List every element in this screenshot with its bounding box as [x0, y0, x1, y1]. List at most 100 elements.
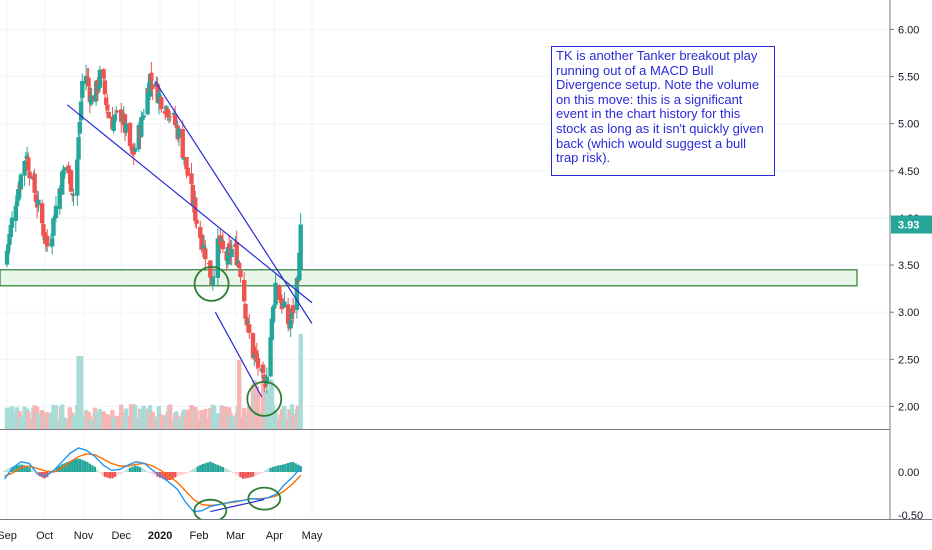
- candle-body: [264, 376, 270, 384]
- candle-body: [199, 234, 204, 250]
- macd-histogram-bar: [93, 466, 97, 472]
- volume-bar: [290, 414, 296, 430]
- volume-bar: [229, 416, 234, 430]
- macd-histogram-bar: [199, 465, 202, 472]
- trendline: [154, 80, 313, 324]
- macd-histogram-bar: [224, 468, 227, 472]
- candle-body: [225, 246, 231, 265]
- price-circle: [193, 266, 230, 302]
- candle-body: [238, 270, 243, 278]
- macd-histogram-bar: [264, 470, 267, 472]
- macd-histogram-bar: [113, 472, 117, 478]
- candle-body: [269, 318, 275, 340]
- candle-body: [260, 364, 266, 373]
- macd-histogram-bar: [279, 465, 282, 472]
- last-price-badge: [891, 215, 932, 234]
- volume-bars: [4, 334, 303, 430]
- candle-body: [215, 238, 221, 278]
- time-tick-label: Nov: [74, 530, 94, 542]
- macd-histogram-bar: [121, 472, 124, 473]
- macd-histogram-bar: [271, 466, 275, 472]
- macd-histogram-bar: [43, 472, 46, 479]
- macd-histogram-bar: [86, 462, 89, 472]
- time-tick-label: Apr: [266, 530, 283, 542]
- candle-body: [119, 109, 124, 122]
- macd-histogram-bar: [204, 463, 207, 472]
- candle-body: [172, 114, 178, 126]
- macd-circle: [247, 486, 282, 511]
- candle-body: [103, 97, 109, 105]
- volume-bar: [78, 356, 84, 430]
- candle-body: [42, 232, 47, 240]
- macd-histogram-bar: [254, 472, 257, 476]
- price-tick-label: 3.50: [898, 260, 919, 272]
- macd-histogram-bar: [128, 467, 132, 472]
- macd-histogram-bar: [153, 472, 157, 476]
- macd-histogram-bar: [281, 464, 285, 472]
- candle-body: [44, 235, 50, 247]
- candle-body: [101, 69, 106, 79]
- price-tick-label: 2.00: [898, 401, 919, 413]
- candle-body: [140, 117, 145, 120]
- macd-histogram-bar: [158, 472, 162, 478]
- macd-histogram-bar: [261, 472, 265, 473]
- macd-histogram-bar: [8, 468, 11, 472]
- macd-histogram-bar: [256, 472, 260, 476]
- volume-bar: [62, 418, 67, 430]
- macd-histogram-bar: [181, 472, 184, 475]
- candle-body: [8, 225, 13, 238]
- macd-histogram-bar: [229, 470, 232, 472]
- candle-body: [203, 248, 208, 260]
- candle-body: [6, 244, 11, 251]
- candle-body: [253, 350, 258, 355]
- candle-body: [16, 188, 21, 201]
- candle-body: [268, 337, 273, 377]
- macd-histogram-bar: [179, 472, 182, 476]
- candle-body: [270, 306, 276, 323]
- candle-body: [162, 111, 168, 115]
- candle-body: [78, 101, 84, 121]
- macd-histogram-bar: [173, 472, 177, 478]
- price-tick-label: 6.00: [898, 24, 919, 36]
- candle-body: [245, 321, 251, 323]
- volume-bar: [97, 409, 103, 430]
- time-tick-label: 2020: [148, 530, 172, 542]
- time-axis-bg: [0, 519, 932, 550]
- volume-bar: [141, 405, 147, 430]
- macd-line: [3, 447, 302, 513]
- candle-body: [263, 383, 268, 387]
- candle-body: [184, 157, 189, 170]
- macd-histogram-bar: [214, 463, 217, 472]
- macd-histogram-bar: [66, 462, 69, 472]
- candle-body: [226, 243, 232, 248]
- macd-histogram-bar: [216, 464, 220, 472]
- candle-body: [189, 173, 194, 185]
- candle-body: [198, 226, 203, 238]
- candle-body: [62, 167, 67, 171]
- macd-histogram-bar: [209, 461, 212, 472]
- candle-body: [111, 119, 116, 131]
- macd-histogram-bar: [251, 472, 255, 477]
- macd-histogram-bar: [151, 472, 154, 475]
- candle-body: [14, 201, 20, 207]
- price-candles: [4, 61, 303, 393]
- candle-body: [24, 155, 30, 159]
- candle-body: [290, 305, 296, 314]
- macd-histogram-bar: [231, 472, 235, 473]
- macd-histogram-bar: [219, 465, 222, 472]
- macd-histogram-bar: [96, 469, 99, 472]
- price-tick-label: 4.50: [898, 166, 919, 178]
- macd-histogram-bar: [236, 472, 240, 476]
- candle-body: [26, 157, 31, 171]
- volume-bar: [220, 406, 226, 430]
- volume-bar: [36, 413, 41, 430]
- candle-body: [87, 87, 93, 103]
- macd-panel: [0, 429, 932, 523]
- macd-histogram-bar: [163, 472, 167, 480]
- candle-body: [102, 80, 108, 95]
- macd-histogram-bar: [25, 466, 29, 472]
- candle-body: [164, 106, 169, 111]
- volume-bar: [282, 405, 287, 430]
- candle-body: [176, 128, 182, 138]
